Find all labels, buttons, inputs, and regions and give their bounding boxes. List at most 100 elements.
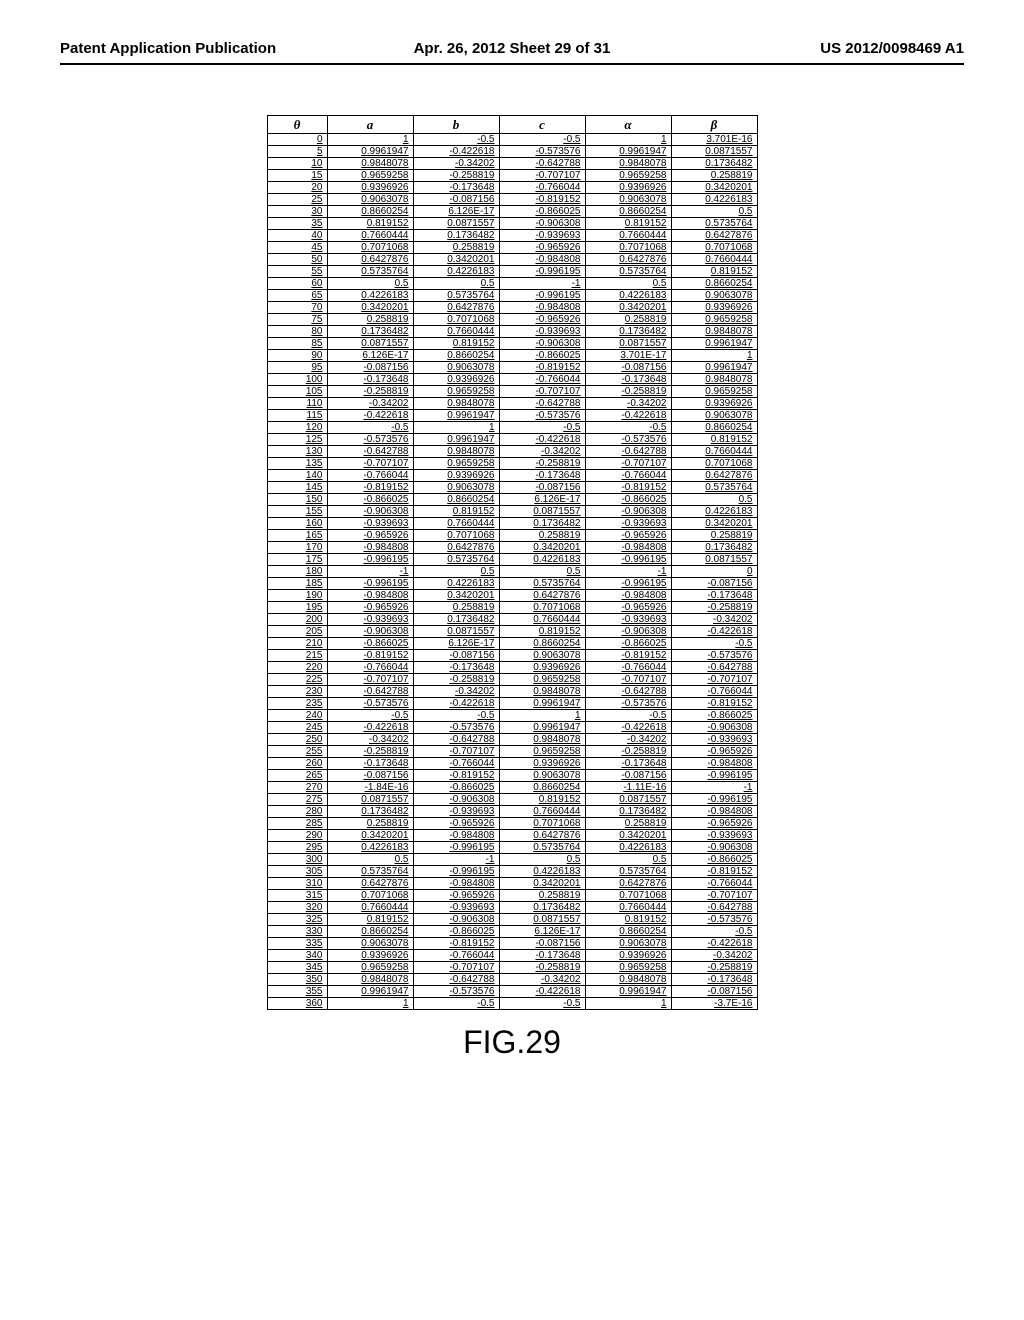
cell-theta: 125	[267, 434, 327, 446]
cell-theta: 40	[267, 230, 327, 242]
cell-value: -0.939693	[585, 614, 671, 626]
table-row: 270-1.84E-16-0.8660250.8660254-1.11E-16-…	[267, 782, 757, 794]
cell-value: -0.996195	[499, 266, 585, 278]
cell-value: 0.7071068	[671, 458, 757, 470]
cell-value: -0.906308	[585, 626, 671, 638]
cell-value: -0.906308	[671, 842, 757, 854]
table-row: 750.2588190.7071068-0.9659260.2588190.96…	[267, 314, 757, 326]
cell-theta: 225	[267, 674, 327, 686]
cell-value: -0.173648	[585, 374, 671, 386]
cell-value: -0.866025	[585, 638, 671, 650]
cell-value: 0.9063078	[327, 194, 413, 206]
cell-value: 0.6427876	[327, 254, 413, 266]
table-row: 400.76604440.1736482-0.9396930.76604440.…	[267, 230, 757, 242]
cell-value: 0.258819	[499, 530, 585, 542]
cell-value: -0.642788	[585, 686, 671, 698]
table-row: 150-0.8660250.86602546.126E-17-0.8660250…	[267, 494, 757, 506]
cell-value: -0.819152	[585, 650, 671, 662]
table-wrap: θabcαβ 01-0.5-0.513.701E-1650.9961947-0.…	[60, 115, 964, 1010]
cell-value: 0.0871557	[413, 218, 499, 230]
cell-value: 6.126E-17	[499, 926, 585, 938]
cell-value: -0.258819	[499, 962, 585, 974]
cell-value: 0.9659258	[327, 962, 413, 974]
cell-theta: 160	[267, 518, 327, 530]
table-row: 260-0.173648-0.7660440.9396926-0.173648-…	[267, 758, 757, 770]
cell-value: 0.6427876	[585, 878, 671, 890]
cell-value: -0.707107	[585, 674, 671, 686]
cell-value: -0.939693	[671, 830, 757, 842]
table-row: 906.126E-170.8660254-0.8660253.701E-171	[267, 350, 757, 362]
cell-value: -0.5	[585, 710, 671, 722]
cell-value: 6.126E-17	[413, 638, 499, 650]
cell-value: 0.7660444	[499, 806, 585, 818]
cell-value: -0.642788	[413, 974, 499, 986]
cell-value: 0.9848078	[327, 158, 413, 170]
cell-value: 0.1736482	[327, 806, 413, 818]
table-row: 215-0.819152-0.0871560.9063078-0.819152-…	[267, 650, 757, 662]
cell-value: -0.766044	[327, 470, 413, 482]
cell-value: 0.9396926	[585, 950, 671, 962]
cell-value: 0.9396926	[671, 302, 757, 314]
table-row: 255-0.258819-0.7071070.9659258-0.258819-…	[267, 746, 757, 758]
cell-theta: 105	[267, 386, 327, 398]
cell-value: 0.7660444	[671, 446, 757, 458]
table-row: 700.34202010.6427876-0.9848080.34202010.…	[267, 302, 757, 314]
cell-theta: 155	[267, 506, 327, 518]
cell-value: -0.866025	[327, 494, 413, 506]
cell-value: -0.642788	[585, 446, 671, 458]
cell-value: 0.9396926	[413, 374, 499, 386]
cell-value: 0.5	[413, 278, 499, 290]
figure-label: FIG.29	[60, 1024, 964, 1061]
cell-value: -0.173648	[413, 182, 499, 194]
cell-value: 0.258819	[413, 602, 499, 614]
cell-value: 0.1736482	[327, 326, 413, 338]
cell-value: -0.34202	[413, 158, 499, 170]
cell-value: -1	[413, 854, 499, 866]
table-row: 95-0.0871560.9063078-0.819152-0.0871560.…	[267, 362, 757, 374]
cell-value: 0.6427876	[499, 590, 585, 602]
cell-value: -0.766044	[327, 662, 413, 674]
cell-value: -0.5	[499, 998, 585, 1010]
cell-value: 0.258819	[671, 170, 757, 182]
cell-value: 0.9063078	[585, 938, 671, 950]
cell-value: -0.996195	[585, 578, 671, 590]
cell-theta: 5	[267, 146, 327, 158]
cell-value: -0.087156	[327, 362, 413, 374]
cell-value: -0.939693	[327, 518, 413, 530]
cell-value: -0.5	[413, 710, 499, 722]
cell-value: -0.984808	[499, 254, 585, 266]
cell-theta: 280	[267, 806, 327, 818]
cell-value: 0.6427876	[413, 302, 499, 314]
cell-value: 6.126E-17	[413, 206, 499, 218]
cell-value: -0.819152	[327, 650, 413, 662]
cell-theta: 345	[267, 962, 327, 974]
cell-theta: 245	[267, 722, 327, 734]
table-row: 350.8191520.0871557-0.9063080.8191520.57…	[267, 218, 757, 230]
cell-value: -0.34202	[671, 950, 757, 962]
cell-value: -0.34202	[327, 398, 413, 410]
cell-theta: 305	[267, 866, 327, 878]
cell-value: -0.573576	[499, 410, 585, 422]
cell-value: 0.7071068	[499, 818, 585, 830]
cell-value: -0.819152	[585, 482, 671, 494]
cell-theta: 290	[267, 830, 327, 842]
table-row: 600.50.5-10.50.8660254	[267, 278, 757, 290]
table-row: 150.9659258-0.258819-0.7071070.96592580.…	[267, 170, 757, 182]
cell-value: 0.7660444	[327, 902, 413, 914]
cell-value: 0.7071068	[585, 242, 671, 254]
cell-value: -0.965926	[413, 890, 499, 902]
cell-value: -0.984808	[671, 758, 757, 770]
cell-value: -0.939693	[671, 734, 757, 746]
cell-value: 0.4226183	[413, 578, 499, 590]
cell-value: 0.9961947	[499, 722, 585, 734]
cell-value: 0.0871557	[327, 794, 413, 806]
cell-value: 0.9063078	[499, 770, 585, 782]
table-row: 3050.5735764-0.9961950.42261830.5735764-…	[267, 866, 757, 878]
cell-value: -0.984808	[671, 806, 757, 818]
cell-value: 0.819152	[413, 506, 499, 518]
cell-value: -0.258819	[671, 962, 757, 974]
cell-value: -0.965926	[327, 602, 413, 614]
trig-table: θabcαβ 01-0.5-0.513.701E-1650.9961947-0.…	[267, 115, 758, 1010]
cell-value: 0.7071068	[585, 890, 671, 902]
cell-theta: 215	[267, 650, 327, 662]
